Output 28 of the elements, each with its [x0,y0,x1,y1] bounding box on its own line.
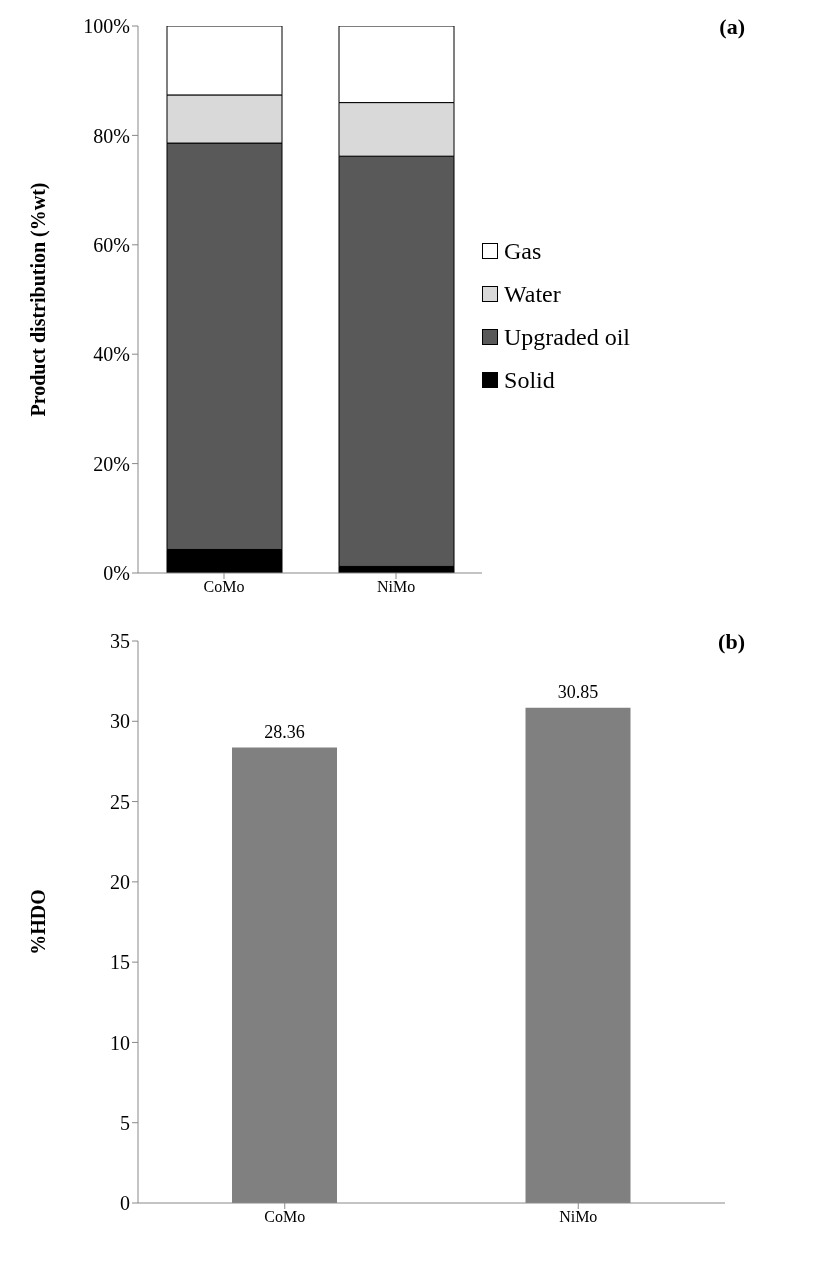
y-tick-label: 60% [93,233,130,256]
y-axis-title: Product distribution (%wt) [27,182,51,417]
y-tick-label: 30 [110,710,130,733]
y-tick-label: 40% [93,343,130,366]
x-tick-label: NiMo [376,578,416,596]
data-label: 30.85 [557,681,599,702]
text: (a) [719,14,745,40]
y-tick-label: 10 [110,1031,130,1054]
x-tick-label: CoMo [203,578,245,596]
legend-label: Upgraded oil [504,323,630,351]
y-tick-label: 20 [110,870,130,893]
y-tick-label: 0% [103,562,130,585]
y-tick-label: 5 [120,1111,130,1134]
y-tick-label: 80% [93,124,130,147]
y-tick-label: 25 [110,790,130,813]
y-axis-title: %HDO [27,889,50,955]
annotation: (b) [718,629,745,655]
y-tick-label: 35 [110,630,130,653]
data-label: 28.36 [264,721,305,742]
y-tick-label: 100% [83,15,130,38]
legend-label: Water [504,280,561,308]
legend-label: Gas [504,237,542,265]
y-tick-label: 0 [120,1192,130,1215]
x-tick-label: CoMo [264,1208,306,1226]
y-tick-label: 15 [110,951,130,974]
y-tick-label: 20% [93,452,130,475]
legend-label: Solid [504,366,555,394]
x-tick-label: NiMo [559,1208,598,1226]
